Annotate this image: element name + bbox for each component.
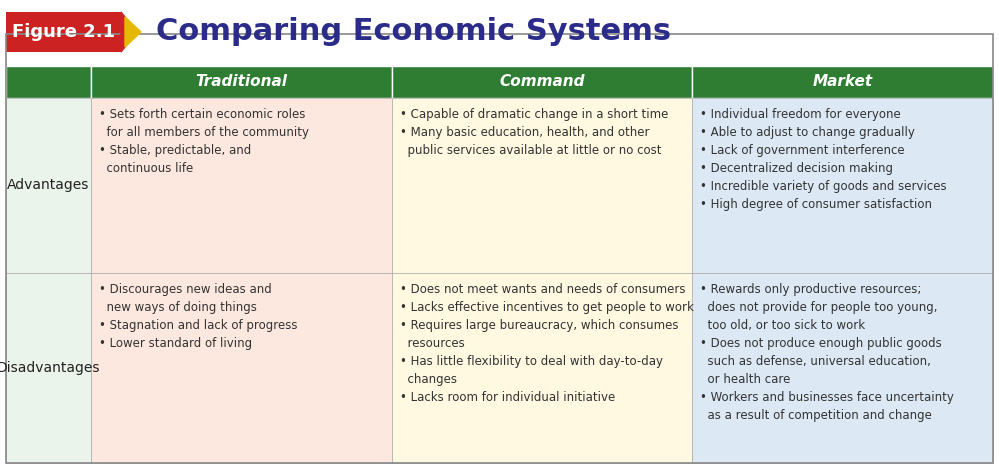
Text: Disadvantages: Disadvantages	[0, 361, 100, 375]
Polygon shape	[121, 12, 137, 52]
Text: • Individual freedom for everyone
• Able to adjust to change gradually
• Lack of: • Individual freedom for everyone • Able…	[700, 108, 947, 211]
Bar	[0, 0, 999, 58]
Text: Advantages: Advantages	[7, 178, 90, 193]
Bar	[91, 66, 392, 98]
Text: • Discourages new ideas and
  new ways of doing things
• Stagnation and lack of : • Discourages new ideas and new ways of …	[99, 283, 298, 350]
Bar	[692, 273, 993, 463]
Bar	[392, 273, 692, 463]
Text: • Does not meet wants and needs of consumers
• Lacks effective incentives to get: • Does not meet wants and needs of consu…	[400, 283, 693, 404]
Bar	[6, 12, 121, 52]
Bar	[392, 66, 692, 98]
Text: • Rewards only productive resources;
  does not provide for people too young,
  : • Rewards only productive resources; doe…	[700, 283, 954, 422]
Bar	[392, 98, 692, 273]
Text: Comparing Economic Systems: Comparing Economic Systems	[156, 18, 671, 46]
Polygon shape	[125, 17, 141, 47]
Text: Command: Command	[500, 75, 584, 89]
Text: Traditional: Traditional	[196, 75, 288, 89]
Bar	[6, 273, 91, 463]
Bar	[6, 66, 91, 98]
Bar	[6, 98, 91, 273]
Text: Market: Market	[812, 75, 873, 89]
Text: Figure 2.1: Figure 2.1	[12, 23, 115, 41]
Text: • Capable of dramatic change in a short time
• Many basic education, health, and: • Capable of dramatic change in a short …	[400, 108, 668, 157]
Bar	[91, 273, 392, 463]
Bar	[692, 98, 993, 273]
Bar	[91, 98, 392, 273]
Text: • Sets forth certain economic roles
  for all members of the community
• Stable,: • Sets forth certain economic roles for …	[99, 108, 309, 175]
Bar	[692, 66, 993, 98]
